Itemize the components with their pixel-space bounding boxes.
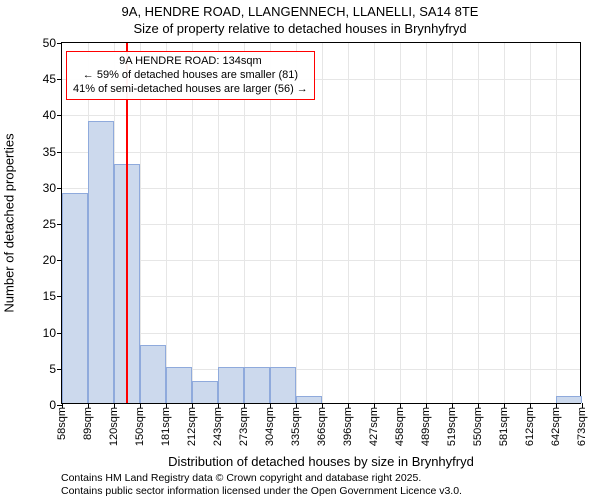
ytick-mark — [57, 43, 62, 44]
gridline-v — [478, 43, 479, 403]
ytick-mark — [57, 188, 62, 189]
histogram-bar — [192, 381, 218, 403]
xtick-mark — [140, 403, 141, 408]
xtick-label: 396sqm — [342, 407, 354, 446]
xtick-label: 120sqm — [108, 407, 120, 446]
xtick-mark — [452, 403, 453, 408]
histogram-bar — [244, 367, 270, 403]
title-line-1: 9A, HENDRE ROAD, LLANGENNECH, LLANELLI, … — [0, 4, 600, 21]
xtick-mark — [244, 403, 245, 408]
xtick-mark — [582, 403, 583, 408]
xtick-label: 458sqm — [394, 407, 406, 446]
ytick-mark — [57, 79, 62, 80]
xtick-mark — [192, 403, 193, 408]
gridline-v — [374, 43, 375, 403]
ytick-label: 30 — [43, 181, 56, 195]
xtick-label: 519sqm — [446, 407, 458, 446]
gridline-v — [348, 43, 349, 403]
y-axis-label: Number of detached properties — [2, 133, 17, 312]
gridline-v — [530, 43, 531, 403]
xtick-mark — [478, 403, 479, 408]
xtick-label: 366sqm — [316, 407, 328, 446]
annotation-line2: ← 59% of detached houses are smaller (81… — [73, 69, 308, 83]
xtick-label: 550sqm — [472, 407, 484, 446]
histogram-bar — [218, 367, 244, 403]
histogram-bar — [556, 396, 582, 403]
title-line-2: Size of property relative to detached ho… — [0, 21, 600, 38]
gridline-v — [426, 43, 427, 403]
histogram-bar — [296, 396, 322, 403]
histogram-bar — [88, 121, 114, 403]
xtick-mark — [114, 403, 115, 408]
xtick-label: 489sqm — [420, 407, 432, 446]
xtick-mark — [400, 403, 401, 408]
gridline-v — [556, 43, 557, 403]
ytick-label: 40 — [43, 108, 56, 122]
xtick-label: 181sqm — [160, 407, 172, 446]
annotation-line3: 41% of semi-detached houses are larger (… — [73, 83, 308, 97]
ytick-mark — [57, 152, 62, 153]
xtick-label: 150sqm — [134, 407, 146, 446]
gridline-v — [452, 43, 453, 403]
xtick-label: 427sqm — [368, 407, 380, 446]
ytick-label: 0 — [49, 398, 56, 412]
xtick-label: 612sqm — [524, 407, 536, 446]
footer-line-2: Contains public sector information licen… — [61, 485, 462, 498]
xtick-mark — [322, 403, 323, 408]
annotation-box: 9A HENDRE ROAD: 134sqm← 59% of detached … — [66, 51, 315, 100]
xtick-label: 243sqm — [212, 407, 224, 446]
gridline-v — [322, 43, 323, 403]
x-axis-label: Distribution of detached houses by size … — [168, 454, 474, 469]
ytick-label: 15 — [43, 289, 56, 303]
ytick-label: 5 — [49, 362, 56, 376]
xtick-mark — [504, 403, 505, 408]
chart-title: 9A, HENDRE ROAD, LLANGENNECH, LLANELLI, … — [0, 0, 600, 38]
plot-area: 0510152025303540455058sqm89sqm120sqm150s… — [61, 42, 581, 404]
xtick-label: 89sqm — [82, 407, 94, 440]
xtick-mark — [296, 403, 297, 408]
xtick-label: 335sqm — [290, 407, 302, 446]
footer-credits: Contains HM Land Registry data © Crown c… — [61, 472, 462, 498]
xtick-mark — [374, 403, 375, 408]
ytick-label: 25 — [43, 217, 56, 231]
xtick-mark — [426, 403, 427, 408]
gridline-v — [400, 43, 401, 403]
ytick-label: 50 — [43, 36, 56, 50]
ytick-label: 45 — [43, 72, 56, 86]
ytick-mark — [57, 115, 62, 116]
xtick-mark — [62, 403, 63, 408]
ytick-label: 20 — [43, 253, 56, 267]
xtick-mark — [218, 403, 219, 408]
xtick-label: 58sqm — [56, 407, 68, 440]
annotation-line1: 9A HENDRE ROAD: 134sqm — [73, 55, 308, 69]
histogram-bar — [140, 345, 166, 403]
histogram-bar — [166, 367, 192, 403]
xtick-mark — [530, 403, 531, 408]
ytick-label: 35 — [43, 145, 56, 159]
xtick-mark — [270, 403, 271, 408]
xtick-label: 212sqm — [186, 407, 198, 446]
ytick-label: 10 — [43, 326, 56, 340]
xtick-label: 304sqm — [264, 407, 276, 446]
xtick-mark — [88, 403, 89, 408]
xtick-label: 581sqm — [498, 407, 510, 446]
xtick-label: 673sqm — [576, 407, 588, 446]
xtick-mark — [348, 403, 349, 408]
xtick-mark — [556, 403, 557, 408]
xtick-mark — [166, 403, 167, 408]
footer-line-1: Contains HM Land Registry data © Crown c… — [61, 472, 462, 485]
histogram-bar — [62, 193, 88, 403]
xtick-label: 642sqm — [550, 407, 562, 446]
histogram-bar — [270, 367, 296, 403]
gridline-v — [504, 43, 505, 403]
xtick-label: 273sqm — [238, 407, 250, 446]
